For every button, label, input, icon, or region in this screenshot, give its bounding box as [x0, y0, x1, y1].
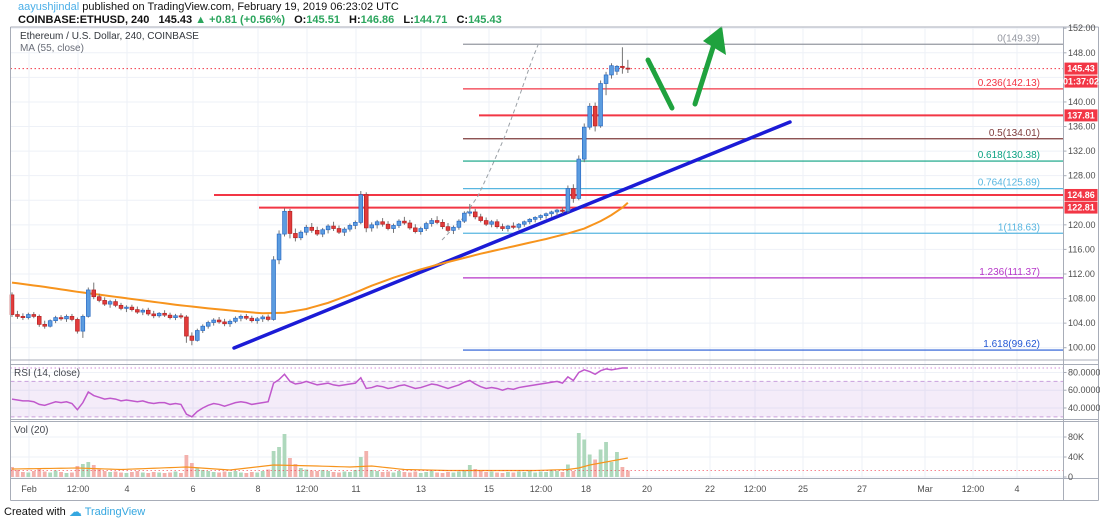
svg-text:27: 27 — [857, 484, 867, 494]
svg-text:124.86: 124.86 — [1067, 190, 1095, 200]
svg-text:122.81: 122.81 — [1067, 203, 1095, 213]
svg-text:40K: 40K — [1068, 452, 1084, 462]
svg-text:132.00: 132.00 — [1068, 146, 1096, 156]
pane-borders — [10, 26, 1099, 501]
time-axis: Feb 12:00 4 6 8 12:00 11 13 15 12:00 18 20 22 12:00 25… — [21, 484, 1019, 494]
green-arrow-annotation — [645, 26, 726, 111]
close-label: C: — [456, 14, 469, 26]
symbol-ohlc-line: COINBASE:ETHUSD, 240 145.43 ▲ +0.81 (+0.… — [18, 14, 502, 27]
last-price: 145.43 — [158, 14, 193, 26]
svg-text:6: 6 — [190, 484, 195, 494]
svg-text:0.618(130.38): 0.618(130.38) — [978, 150, 1040, 161]
vol-pane-label: Vol (20) — [14, 425, 49, 436]
svg-text:104.00: 104.00 — [1068, 318, 1096, 328]
svg-text:12:00: 12:00 — [530, 484, 553, 494]
bar-countdown-badge: 01:37:02 — [1063, 75, 1099, 88]
alert-lines — [214, 114, 1064, 209]
svg-text:01:37:02: 01:37:02 — [1063, 77, 1099, 87]
svg-text:0.764(125.89): 0.764(125.89) — [978, 178, 1040, 189]
svg-text:136.00: 136.00 — [1068, 122, 1096, 132]
low-label: L: — [403, 14, 414, 26]
svg-text:Feb: Feb — [21, 484, 37, 494]
author-username-link[interactable]: aayushjindal — [18, 1, 80, 13]
svg-text:0(149.39): 0(149.39) — [997, 33, 1040, 44]
svg-text:128.00: 128.00 — [1068, 171, 1096, 181]
tradingview-brand-link[interactable]: TradingView — [84, 506, 146, 518]
svg-text:12:00: 12:00 — [296, 484, 319, 494]
svg-text:145.43: 145.43 — [1067, 64, 1095, 74]
svg-text:15: 15 — [484, 484, 494, 494]
snapshot-header: aayushjindal published on TradingView.co… — [18, 1, 502, 27]
svg-text:80K: 80K — [1068, 432, 1084, 442]
open-value: 145.51 — [306, 14, 340, 26]
svg-text:4: 4 — [1014, 484, 1019, 494]
tradingview-logo-icon: ☁ — [68, 504, 82, 519]
svg-text:100.00: 100.00 — [1068, 343, 1096, 353]
svg-text:13: 13 — [416, 484, 426, 494]
svg-text:0.236(142.13): 0.236(142.13) — [978, 78, 1040, 89]
low-value: 144.71 — [413, 14, 448, 26]
close-value: 145.43 — [468, 14, 502, 26]
svg-text:0: 0 — [1068, 472, 1073, 482]
svg-text:152.00: 152.00 — [1068, 23, 1096, 33]
svg-text:12:00: 12:00 — [744, 484, 767, 494]
svg-text:140.00: 140.00 — [1068, 97, 1096, 107]
dashed-trend-curve — [441, 44, 539, 241]
svg-text:80.0000: 80.0000 — [1068, 367, 1100, 377]
high-value: 146.86 — [360, 14, 395, 26]
open-label: O: — [294, 14, 307, 26]
direction-triangle-icon: ▲ — [195, 14, 207, 26]
svg-text:108.00: 108.00 — [1068, 294, 1096, 304]
candles-series — [9, 47, 631, 346]
svg-text:60.0000: 60.0000 — [1068, 385, 1100, 395]
created-with-text: Created with — [4, 506, 66, 518]
rsi-pane-label: RSI (14, close) — [14, 368, 81, 379]
rsi-band — [10, 380, 1064, 418]
svg-text:1(118.63): 1(118.63) — [998, 222, 1040, 233]
volume-series — [10, 433, 630, 477]
alert-price-badge: 122.81 — [1064, 201, 1098, 214]
svg-text:12:00: 12:00 — [962, 484, 985, 494]
svg-text:0.5(134.01): 0.5(134.01) — [989, 128, 1040, 139]
svg-text:120.00: 120.00 — [1068, 220, 1096, 230]
svg-text:137.81: 137.81 — [1067, 110, 1095, 120]
fib-retracement: 0(149.39) 0.236(142.13) 0.5(134.01) 0.618(1… — [463, 33, 1064, 351]
ascending-trendline — [232, 120, 792, 350]
svg-text:1.618(99.62): 1.618(99.62) — [983, 339, 1040, 350]
svg-text:8: 8 — [255, 484, 260, 494]
svg-text:40.0000: 40.0000 — [1068, 403, 1100, 413]
last-price-badge: 145.43 — [1064, 62, 1098, 75]
high-label: H: — [349, 14, 361, 26]
svg-text:1.236(111.37): 1.236(111.37) — [979, 267, 1040, 278]
svg-text:112.00: 112.00 — [1068, 269, 1095, 279]
price-change: +0.81 (+0.56%) — [209, 14, 285, 26]
svg-text:4: 4 — [124, 484, 129, 494]
volume-ma-line — [11, 457, 628, 472]
svg-text:Mar: Mar — [917, 484, 933, 494]
svg-text:18: 18 — [581, 484, 591, 494]
symbol-name: COINBASE:ETHUSD, 240 — [18, 14, 150, 26]
chart-title: Ethereum / U.S. Dollar, 240, COINBASE — [20, 31, 199, 42]
published-text: published on TradingView.com, February 1… — [79, 1, 399, 13]
chart-legend: Ethereum / U.S. Dollar, 240, COINBASE MA… — [20, 31, 199, 55]
ma55-line — [11, 201, 629, 315]
svg-text:148.00: 148.00 — [1068, 48, 1096, 58]
svg-text:12:00: 12:00 — [67, 484, 90, 494]
rsi-line — [11, 367, 628, 418]
ma-legend: MA (55, close) — [20, 43, 84, 54]
svg-text:22: 22 — [705, 484, 715, 494]
svg-text:20: 20 — [642, 484, 652, 494]
alert-price-badge: 124.86 — [1064, 188, 1098, 201]
byline: aayushjindal published on TradingView.co… — [18, 1, 502, 14]
price-axis: 152.00 148.00 140.00 136.00 132.00 128.00 120.… — [1063, 23, 1100, 482]
alert-price-badge: 137.81 — [1064, 109, 1098, 122]
svg-text:25: 25 — [798, 484, 808, 494]
svg-text:11: 11 — [351, 484, 360, 494]
footer-attribution: Created with ☁ TradingView — [4, 504, 145, 520]
svg-text:116.00: 116.00 — [1068, 244, 1095, 254]
